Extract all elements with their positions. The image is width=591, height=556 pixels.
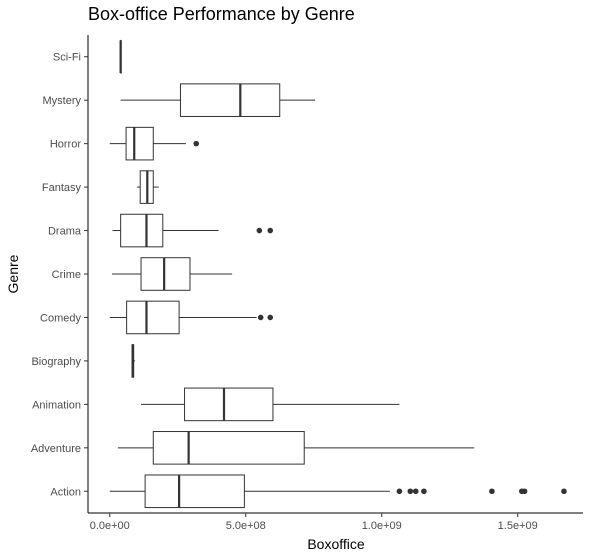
box-iqr (126, 300, 180, 335)
box-iqr (144, 474, 245, 509)
y-tick-label: Action (50, 486, 81, 498)
box-mystery (120, 83, 316, 117)
box-animation (141, 387, 400, 422)
y-tick-label: Biography (31, 356, 81, 368)
box-iqr (184, 387, 274, 422)
outlier-point (257, 314, 264, 321)
box-action (109, 474, 567, 509)
y-tick-label: Animation (32, 399, 81, 411)
box-iqr (120, 213, 164, 248)
box-iqr (125, 126, 154, 161)
x-tick-label: 1.5e+09 (498, 520, 538, 532)
box-crime (111, 257, 233, 291)
boxes (109, 39, 567, 509)
y-tick-label: Adventure (31, 443, 81, 455)
outlier-point (407, 488, 414, 495)
y-tick-label: Sci-Fi (53, 52, 81, 64)
y-axis-title: Genre (5, 254, 21, 293)
x-tick-label: 0.0e+00 (90, 520, 130, 532)
outlier-point (267, 314, 274, 321)
chart-title: Box-office Performance by Genre (88, 4, 355, 24)
y-tick-label: Mystery (43, 95, 82, 107)
outlier-point (561, 488, 567, 495)
box-horror (109, 126, 200, 161)
y-axis-ticks: Action Adventure Animation Biography Comedy C… (31, 52, 88, 498)
y-tick-label: Drama (48, 226, 82, 238)
box-iqr (179, 83, 281, 117)
box-sci-fi (119, 39, 122, 74)
outlier-point (267, 227, 274, 234)
x-tick-label: 5.0e+08 (226, 520, 266, 532)
outlier-point (421, 488, 427, 495)
x-tick-label: 1.0e+09 (362, 520, 402, 532)
box-drama (112, 213, 274, 248)
outlier-point (521, 488, 528, 495)
outlier-point (396, 488, 403, 495)
y-tick-label: Fantasy (42, 182, 82, 194)
box-comedy (109, 300, 274, 335)
y-tick-label: Crime (52, 269, 81, 281)
outlier-point (489, 488, 495, 495)
box-iqr (140, 257, 191, 291)
outlier-point (193, 140, 200, 147)
y-tick-label: Horror (50, 139, 82, 151)
outlier-point (256, 227, 263, 234)
box-fantasy (136, 170, 159, 204)
y-tick-label: Comedy (40, 312, 81, 324)
box-iqr (152, 431, 305, 465)
box-biography (131, 344, 136, 378)
x-axis-ticks: 0.0e+00 5.0e+08 1.0e+09 1.5e+09 (90, 513, 538, 532)
box-adventure (117, 431, 475, 465)
x-axis-title: Boxoffice (307, 536, 365, 552)
outlier-point (412, 488, 419, 495)
